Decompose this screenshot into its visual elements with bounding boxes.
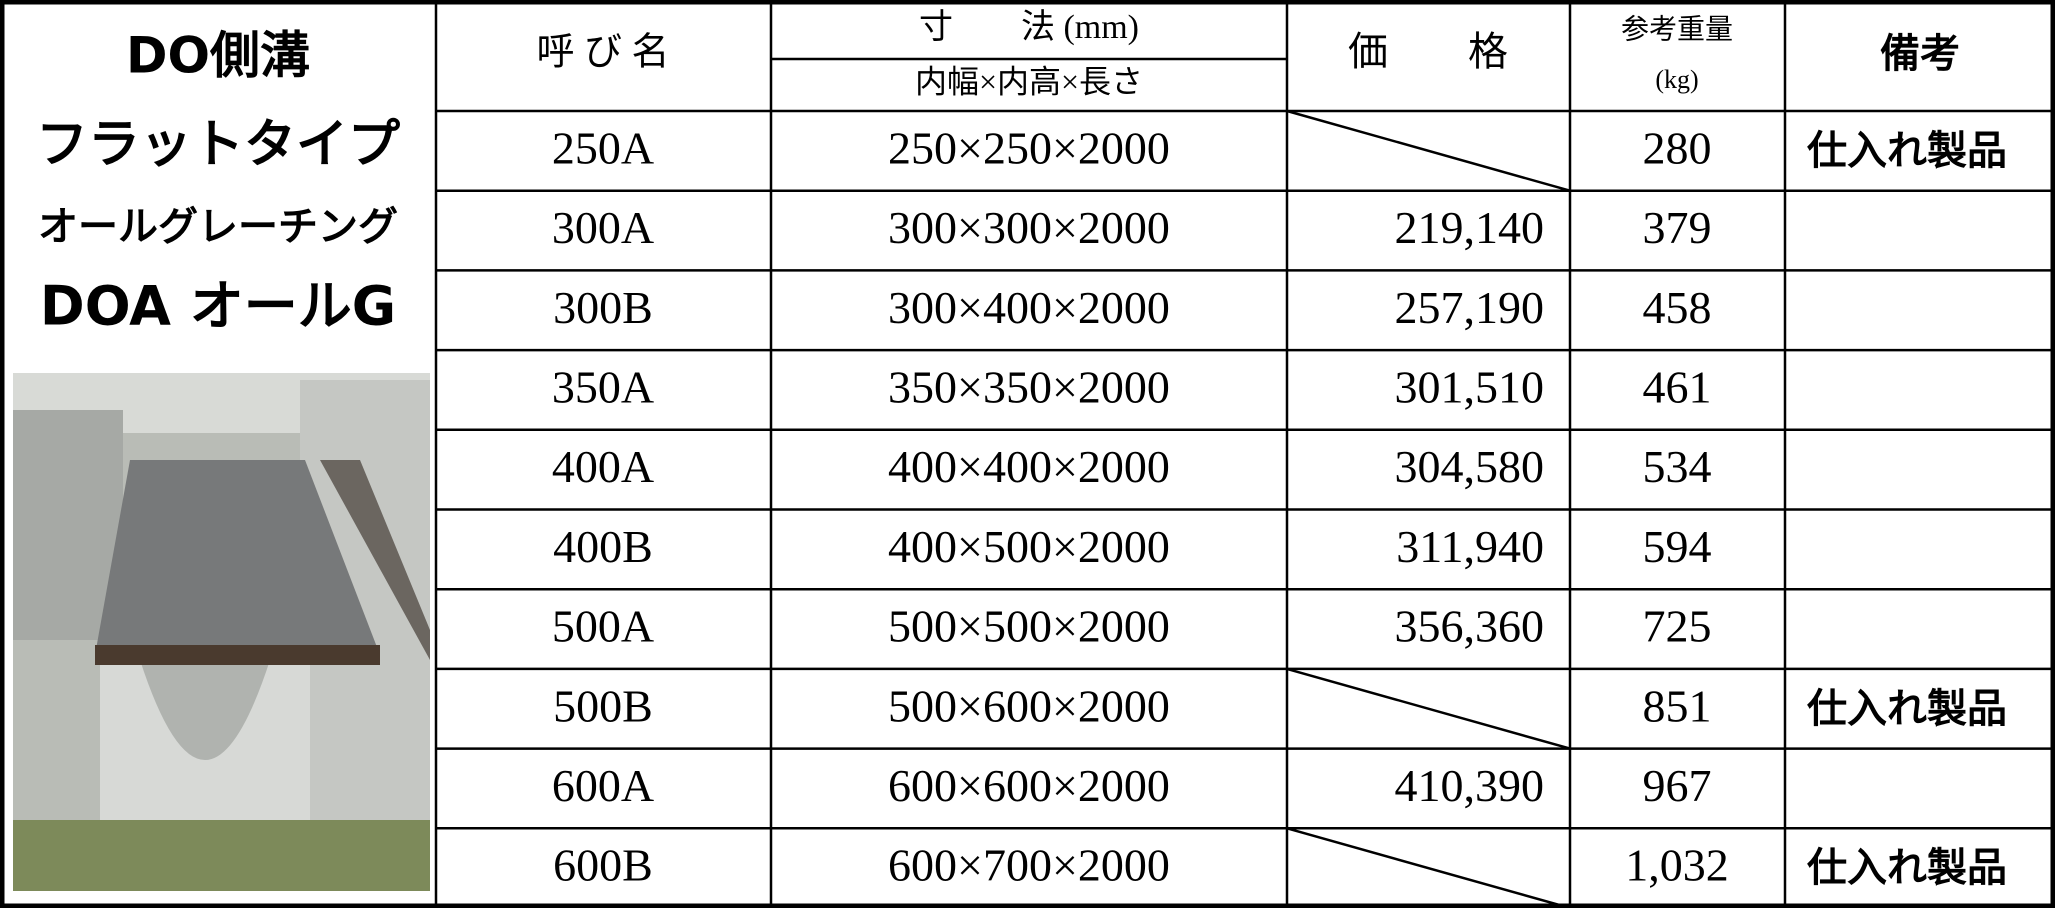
price-cell: 304,580 <box>1395 441 1545 492</box>
empty-slash <box>1286 827 1571 908</box>
name-cell: 500B <box>553 680 653 731</box>
price-cell: 257,190 <box>1395 282 1545 333</box>
note-cell: 仕入れ製品 <box>1807 128 2007 174</box>
empty-slash <box>1286 109 1571 192</box>
weight-cell: 458 <box>1643 282 1712 333</box>
name-cell: 400A <box>552 441 654 492</box>
left-title: DOA オールG <box>40 275 396 338</box>
dimension-cell: 400×500×2000 <box>888 521 1170 572</box>
dimension-cell: 300×300×2000 <box>888 202 1170 253</box>
empty-slash <box>1286 667 1571 750</box>
name-cell: 250A <box>552 122 654 173</box>
weight-cell: 851 <box>1643 680 1712 731</box>
header-cell: 価 格 <box>1348 29 1508 74</box>
dimension-cell: 400×400×2000 <box>888 441 1170 492</box>
header-cell: 備考 <box>1880 31 1960 77</box>
name-cell: 350A <box>552 362 654 413</box>
note-cell: 仕入れ製品 <box>1807 845 2007 891</box>
left-title: オールグレーチング <box>38 204 398 250</box>
note-cell: 仕入れ製品 <box>1807 686 2007 732</box>
header-cell: (kg) <box>1655 65 1698 94</box>
name-cell: 400B <box>553 521 653 572</box>
dimension-cell: 600×600×2000 <box>888 760 1170 811</box>
name-cell: 600A <box>552 760 654 811</box>
weight-cell: 725 <box>1643 601 1712 652</box>
header-cell: 寸 法 (mm) <box>919 8 1139 46</box>
name-cell: 600B <box>553 840 653 891</box>
weight-cell: 1,032 <box>1625 840 1729 891</box>
dimension-cell: 500×500×2000 <box>888 601 1170 652</box>
weight-cell: 379 <box>1643 202 1712 253</box>
weight-cell: 967 <box>1643 760 1712 811</box>
weight-cell: 280 <box>1643 122 1712 173</box>
price-cell: 219,140 <box>1395 202 1545 253</box>
header-cell: 呼 び 名 <box>536 32 669 74</box>
name-cell: 300B <box>553 282 653 333</box>
table-grid <box>434 0 2055 908</box>
name-cell: 300A <box>552 202 654 253</box>
photo <box>13 373 430 891</box>
name-cell: 500A <box>552 601 654 652</box>
dimension-cell: 250×250×2000 <box>888 122 1170 173</box>
price-cell: 356,360 <box>1395 601 1545 652</box>
dimension-cell: 350×350×2000 <box>888 362 1170 413</box>
weight-cell: 594 <box>1643 521 1712 572</box>
header-cell: 参考重量 <box>1621 13 1733 45</box>
table: 呼 び 名 寸 法 (mm) 内幅×内高×長さ 価 格 参考重量 (kg) 備考 250A 25… <box>536 8 2007 908</box>
price-cell: 410,390 <box>1395 760 1545 811</box>
price-cell: 301,510 <box>1395 362 1545 413</box>
price-cell: 311,940 <box>1396 521 1544 572</box>
dimension-cell: 600×700×2000 <box>888 840 1170 891</box>
dimension-cell: 300×400×2000 <box>888 282 1170 333</box>
weight-cell: 461 <box>1643 362 1712 413</box>
dimension-cell: 500×600×2000 <box>888 680 1170 731</box>
left-title: DO側溝 <box>126 27 310 85</box>
left-title: フラットタイプ <box>36 115 400 175</box>
weight-cell: 534 <box>1643 441 1712 492</box>
header-cell: 内幅×内高×長さ <box>915 63 1143 99</box>
